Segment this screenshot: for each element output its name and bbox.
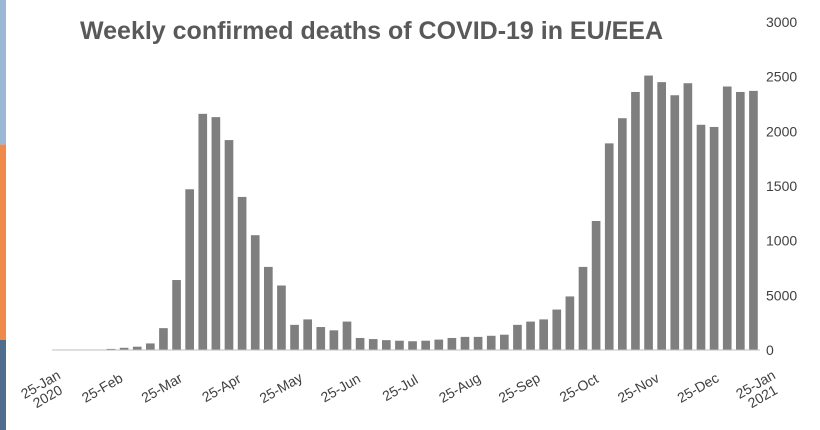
x-tick-label: 25-Apr xyxy=(199,370,244,405)
bar-week-29 xyxy=(421,340,430,350)
bar-week-50 xyxy=(696,124,706,351)
x-tick-label: 25-Jan2020 xyxy=(18,367,70,414)
bar-week-7 xyxy=(132,346,142,350)
bar-week-11 xyxy=(185,189,194,350)
bar-week-20 xyxy=(303,319,312,350)
bar-week-26 xyxy=(382,340,391,350)
bar-week-53 xyxy=(736,91,745,350)
y-tick-label: 2000 xyxy=(766,123,797,139)
bar-week-24 xyxy=(355,337,365,350)
window-edge-mid xyxy=(0,145,6,340)
x-tick-label: 25-Jan2021 xyxy=(733,367,785,414)
x-tick-label: 25-Aug xyxy=(436,369,483,405)
bar-week-16 xyxy=(250,235,260,350)
bar-week-12 xyxy=(198,113,208,350)
bar-week-15 xyxy=(237,196,247,350)
bar-week-45 xyxy=(631,91,640,350)
chart-title: Weekly confirmed deaths of COVID-19 in E… xyxy=(80,17,664,45)
bar-week-36 xyxy=(513,324,522,350)
bar-week-23 xyxy=(342,321,352,350)
bar-week-18 xyxy=(277,285,286,350)
bar-week-48 xyxy=(670,95,680,350)
bar-week-22 xyxy=(329,330,339,350)
bar-week-52 xyxy=(722,86,732,350)
bar-week-8 xyxy=(146,343,155,350)
bar-week-14 xyxy=(224,140,234,350)
bar-week-25 xyxy=(368,339,378,350)
bar-week-43 xyxy=(604,143,614,350)
x-tick-label: 25-Feb xyxy=(79,370,126,406)
bar-week-47 xyxy=(657,82,666,350)
bar-week-6 xyxy=(119,347,129,350)
bar-week-5 xyxy=(106,348,116,350)
bar-week-40 xyxy=(565,296,575,350)
y-tick-label: 1500 xyxy=(766,178,797,194)
bar-week-54 xyxy=(749,90,758,350)
bar-week-44 xyxy=(618,118,627,351)
x-tick-label: 25-Jun xyxy=(318,370,363,405)
bar-week-39 xyxy=(552,309,562,350)
bar-week-46 xyxy=(644,75,653,350)
bar-week-38 xyxy=(539,319,548,350)
bar-week-51 xyxy=(709,126,719,351)
bar-week-10 xyxy=(172,280,181,350)
y-tick-label: 2500 xyxy=(766,69,797,85)
bar-week-27 xyxy=(395,340,404,350)
y-tick-labels: 0 5000 1000 1500 2000 2500 3000 xyxy=(766,14,797,358)
x-tick-label: 25-Dec xyxy=(674,369,721,405)
bar-week-34 xyxy=(486,335,496,350)
x-tick-label: 25-Nov xyxy=(615,369,662,405)
window-edge-top xyxy=(0,0,6,145)
bar-week-19 xyxy=(290,324,299,350)
bar-week-30 xyxy=(434,339,444,350)
y-tick-label: 1000 xyxy=(766,233,797,249)
window-edge-bottom xyxy=(0,340,6,430)
x-tick-label: 25-Sep xyxy=(496,369,543,406)
bar-week-33 xyxy=(473,336,483,350)
x-tick-label: 25-Oct xyxy=(557,370,601,405)
bar-week-37 xyxy=(526,321,535,350)
x-tick-label: 25-May xyxy=(257,369,305,406)
bar-week-49 xyxy=(683,83,693,350)
bar-week-31 xyxy=(447,337,457,350)
y-tick-label: 3000 xyxy=(766,14,797,30)
bar-week-13 xyxy=(211,117,221,351)
bar-week-21 xyxy=(316,327,326,350)
x-tick-label: 25-Jul xyxy=(379,371,420,404)
bar-week-35 xyxy=(500,334,509,350)
bar-week-17 xyxy=(264,266,273,350)
x-tick-labels: 25-Jan2020 25-Feb 25-Mar 25-Apr 25-May 25-Jun… xyxy=(18,367,785,414)
y-tick-label: 0 xyxy=(766,342,774,358)
window-edge-strip xyxy=(0,0,6,430)
bar-week-28 xyxy=(408,341,417,350)
bar-week-42 xyxy=(591,220,601,350)
bar-week-32 xyxy=(460,336,470,350)
x-tick-label: 25-Mar xyxy=(138,369,185,405)
bar-week-41 xyxy=(578,266,588,350)
y-tick-label: 5000 xyxy=(766,287,797,303)
bars-group xyxy=(106,75,758,351)
bar-week-9 xyxy=(159,328,168,350)
